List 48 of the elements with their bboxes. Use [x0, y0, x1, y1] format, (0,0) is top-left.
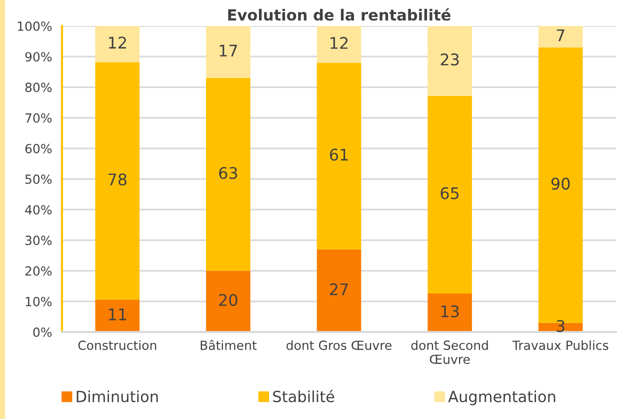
legend-label: Augmentation [448, 390, 556, 406]
bar [206, 26, 250, 78]
data-label: 13 [441, 305, 459, 318]
y-tick-label: 40% [25, 205, 52, 215]
legend-label: Stabilité [273, 390, 334, 402]
y-tick-label: 50% [25, 174, 52, 184]
chart-title: Evolution de la rentabilité [228, 8, 450, 21]
x-tick-label: Travaux Publics [512, 340, 608, 350]
bar [206, 270, 250, 332]
bar [316, 26, 362, 63]
x-tick-label: dont Gros Œuvre [286, 340, 392, 350]
y-tick-label: 90% [25, 52, 52, 62]
y-tick-label: 20% [25, 266, 52, 276]
x-tick-label: dont Second Œuvre [411, 340, 488, 364]
data-label: 90 [551, 178, 570, 190]
legend-label: Diminution [76, 390, 158, 402]
data-label: 65 [440, 187, 459, 200]
x-tick-label: Construction [78, 340, 156, 350]
y-tick-label: 30% [25, 236, 52, 246]
data-label: 11 [108, 308, 126, 320]
data-label: 17 [220, 44, 237, 56]
data-label: 20 [219, 294, 238, 306]
data-label: 3 [556, 320, 564, 332]
data-label: 27 [330, 283, 348, 296]
bar [95, 62, 140, 300]
data-label: 12 [330, 36, 348, 49]
bar [428, 96, 472, 294]
x-tick-label: Bâtiment [200, 340, 257, 350]
data-label: 78 [108, 173, 126, 186]
bar [428, 293, 472, 332]
y-tick-label: 70% [26, 113, 52, 123]
y-tick-label: 100% [18, 21, 52, 31]
bar [316, 249, 362, 332]
data-label: 61 [330, 148, 348, 161]
data-label: 7 [556, 29, 564, 42]
data-label: 12 [108, 36, 126, 48]
data-label: 63 [219, 166, 238, 180]
bar [95, 300, 140, 332]
bar [538, 26, 583, 48]
bar [206, 78, 250, 271]
bar [428, 26, 472, 96]
data-label: 23 [440, 53, 459, 66]
y-tick-label: 10% [26, 296, 52, 306]
bar [316, 62, 362, 250]
y-tick-label: 0% [33, 327, 52, 337]
y-tick-label: 60% [25, 144, 52, 154]
y-tick-label: 80% [25, 82, 52, 92]
bar [95, 26, 140, 62]
